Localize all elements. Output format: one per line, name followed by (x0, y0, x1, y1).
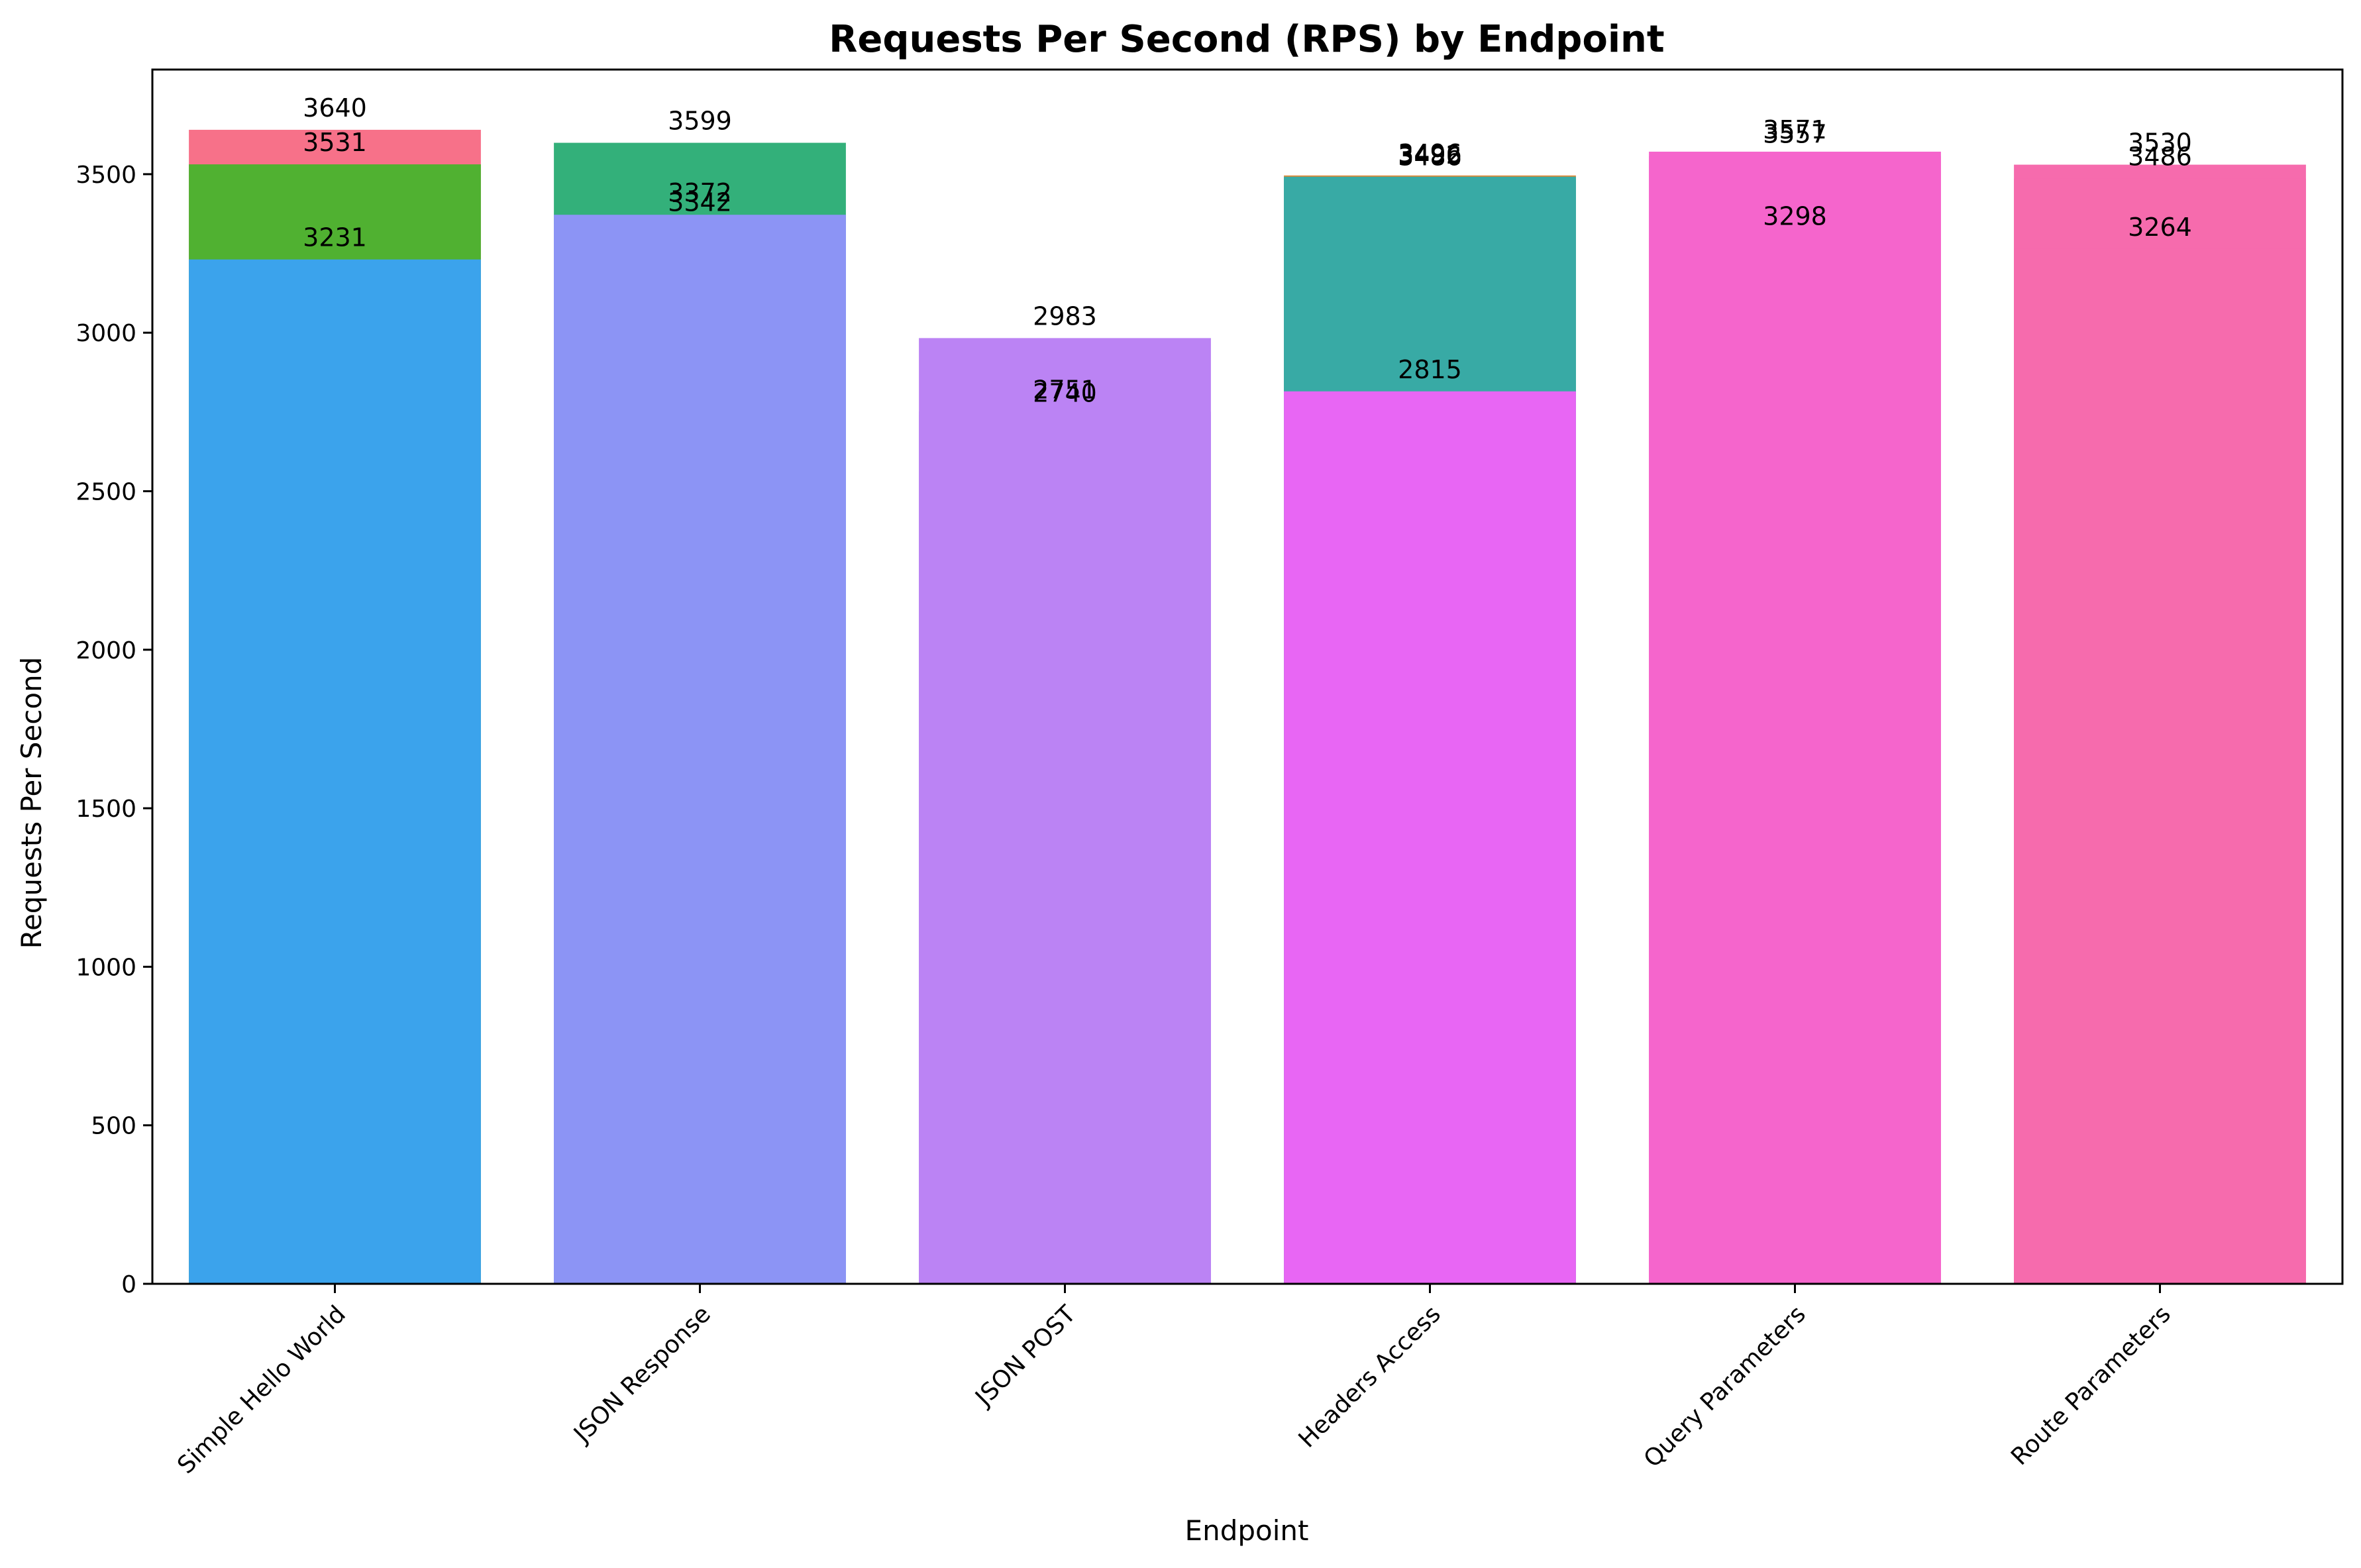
x-tick-label: Simple Hello World (172, 1300, 351, 1479)
y-tick-label: 3500 (76, 162, 136, 189)
data-label: 3264 (2128, 213, 2192, 242)
data-label: 3496 (1398, 139, 1462, 168)
y-tick-label: 0 (121, 1271, 136, 1298)
chart-title: Requests Per Second (RPS) by Endpoint (829, 18, 1664, 61)
bar-segment (2014, 248, 2306, 1284)
data-label: 2751 (1033, 375, 1097, 404)
data-label: 3640 (303, 93, 367, 123)
data-label: 3571 (1763, 115, 1827, 144)
data-label: 3531 (303, 128, 367, 157)
y-axis: 0 500 1000 1500 2000 2500 3000 3500 (76, 162, 152, 1298)
data-label: 3298 (1763, 202, 1827, 231)
y-tick-label: 1500 (76, 796, 136, 823)
bar-segment (1649, 238, 1941, 1284)
data-label: 2740 (1033, 379, 1097, 408)
data-label: 3599 (668, 107, 732, 136)
data-label: 3372 (668, 178, 732, 207)
x-tick-label: Headers Access (1294, 1300, 1446, 1453)
x-tick-label: JSON POST (970, 1300, 1082, 1412)
data-label: 3557 (1763, 120, 1827, 149)
data-label: 3342 (668, 188, 732, 217)
y-tick-label: 2000 (76, 637, 136, 664)
bar-segment (919, 415, 1211, 1284)
x-tick-label: Query Parameters (1639, 1300, 1811, 1473)
data-label: 3486 (2128, 142, 2192, 172)
x-tick-label: JSON Response (568, 1300, 716, 1449)
x-tick-label: Route Parameters (2006, 1300, 2176, 1471)
plot-frame (151, 68, 2344, 1285)
bars-group (189, 129, 2306, 1284)
y-axis-label: Requests Per Second (15, 657, 48, 949)
data-label: 2815 (1398, 355, 1462, 384)
bar-segment (1284, 391, 1576, 1284)
data-label: 3486 (1398, 142, 1462, 172)
data-label: 3231 (303, 223, 367, 252)
y-tick-label: 3000 (76, 320, 136, 347)
y-tick-label: 1000 (76, 954, 136, 981)
data-label: 3530 (2128, 129, 2192, 158)
x-axis-label: Endpoint (1185, 1514, 1309, 1547)
y-tick-label: 2500 (76, 479, 136, 506)
x-axis: Simple Hello World JSON Response JSON POST… (172, 1284, 2176, 1479)
bar-segment (189, 259, 481, 1284)
bar-segment (554, 224, 846, 1284)
data-label: 3492 (1398, 140, 1462, 170)
data-label: 2983 (1033, 301, 1097, 331)
y-tick-label: 500 (91, 1113, 136, 1140)
